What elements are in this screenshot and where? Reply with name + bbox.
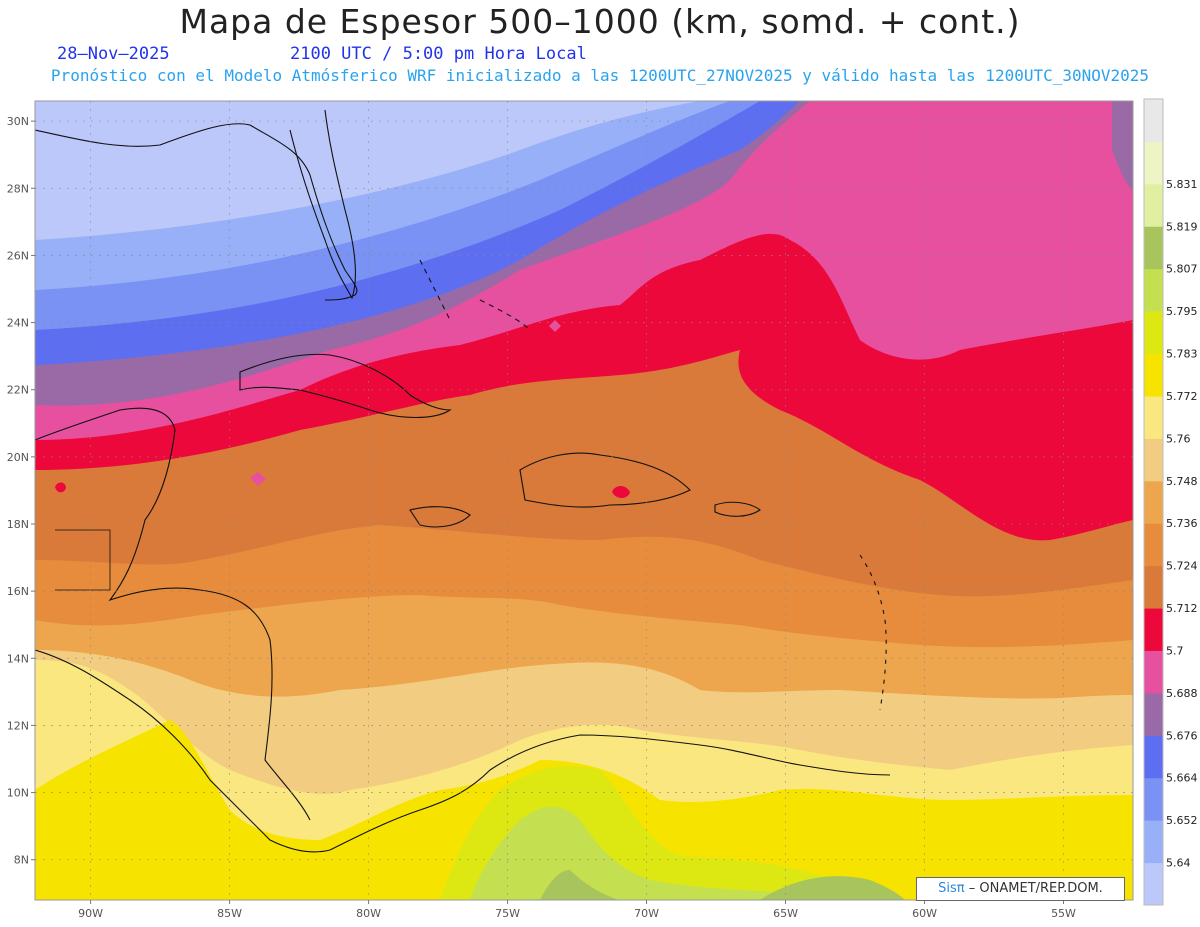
colorbar-label: 5.748 (1166, 475, 1198, 488)
time-label: 2100 UTC / 5:00 pm Hora Local (290, 44, 587, 64)
coast-bahamas (419, 259, 531, 331)
lat-tick-label: 12N (7, 719, 29, 732)
colorbar-swatch (1144, 438, 1163, 482)
colorbar: 5.64 5.652 5.664 5.676 5.688 5.7 5.712 5.724 5.7… (1143, 98, 1198, 906)
colorbar-label: 5.783 (1166, 348, 1198, 361)
lat-tick-label: 26N (7, 249, 29, 262)
colorbar-swatch (1144, 183, 1163, 227)
lon-tick-label: 65W (773, 907, 798, 920)
map-title: Mapa de Espesor 500–1000 (km, somd. + co… (179, 2, 1021, 41)
colorbar-swatch (1144, 820, 1163, 864)
colorbar-label: 5.819 (1166, 220, 1198, 233)
colorbar-swatch (1144, 395, 1163, 439)
colorbar-label: 5.664 (1166, 772, 1198, 785)
lon-tick-label: 55W (1051, 907, 1076, 920)
lat-tick-label: 10N (7, 787, 29, 800)
lon-tick-label: 85W (217, 907, 242, 920)
colorbar-label: 5.76 (1166, 432, 1191, 445)
colorbar-swatch (1144, 735, 1163, 779)
coast-central-america (35, 407, 311, 821)
credit-org: – ONAMET/REP.DOM. (968, 881, 1103, 896)
colorbar-label: 5.831 (1166, 178, 1198, 191)
colorbar-swatch (1144, 608, 1163, 651)
colorbar-label: 5.676 (1166, 729, 1198, 742)
colorbar-swatch (1144, 523, 1163, 567)
colorbar-label: 5.724 (1166, 560, 1198, 573)
colorbar-label: 5.736 (1166, 517, 1198, 530)
colorbar-swatch (1144, 141, 1163, 185)
coast-florida-peninsula (289, 109, 356, 300)
lon-tick-label: 60W (912, 907, 937, 920)
colorbar-swatch (1144, 268, 1163, 312)
credit-box: Sisπ – ONAMET/REP.DOM. (916, 877, 1125, 901)
coastlines (35, 109, 891, 853)
forecast-note: Pronóstico con el Modelo Atmósferico WRF… (50, 66, 1150, 85)
colorbar-swatch (1144, 565, 1163, 609)
lat-tick-label: 16N (7, 585, 29, 598)
lat-tick-label: 20N (7, 451, 29, 464)
coast-hispaniola (519, 452, 691, 508)
lat-lon-grid (35, 101, 1133, 900)
colorbar-label: 5.795 (1166, 305, 1198, 318)
colorbar-label: 5.652 (1166, 814, 1198, 827)
coast-south-america (329, 734, 891, 851)
colorbar-swatch (1144, 311, 1163, 355)
lon-tick-label: 90W (78, 907, 103, 920)
lon-tick-label: 80W (356, 907, 381, 920)
map-frame (34, 100, 1134, 901)
colorbar-swatch (1144, 226, 1163, 270)
border-belize (55, 529, 111, 591)
coast-jamaica (409, 506, 471, 528)
colorbar-swatch (1144, 353, 1163, 397)
colorbar-swatch (1144, 480, 1163, 524)
coast-lesser-antilles (859, 554, 887, 711)
lat-tick-label: 8N (14, 854, 29, 867)
latitude-labels: 8N 10N 12N 14N 16N 18N 20N 22N 24N 26N 28N 30N (7, 115, 35, 867)
coast-florida-gulf (35, 123, 358, 301)
credit-system: Sisπ (938, 881, 965, 896)
colorbar-label: 5.807 (1166, 263, 1198, 276)
lon-tick-label: 70W (634, 907, 659, 920)
colorbar-label: 5.712 (1166, 602, 1198, 615)
lat-tick-label: 24N (7, 317, 29, 330)
lon-tick-label: 75W (495, 907, 520, 920)
colorbar-frame (1143, 98, 1164, 906)
longitude-labels: 90W 85W 80W 75W 70W 65W 60W 55W (78, 900, 1076, 920)
thickness-bands (35, 101, 1133, 900)
colorbar-label: 5.688 (1166, 687, 1198, 700)
colorbar-swatch (1144, 692, 1163, 736)
lat-tick-label: 18N (7, 518, 29, 531)
coast-pacific (35, 649, 331, 853)
lat-tick-label: 14N (7, 652, 29, 665)
colorbar-swatch (1144, 862, 1163, 906)
band-5819 (540, 870, 905, 900)
colorbar-swatch (1144, 650, 1163, 694)
colorbar-swatch (1144, 99, 1163, 142)
lat-tick-label: 30N (7, 115, 29, 128)
lat-tick-label: 28N (7, 182, 29, 195)
lat-tick-label: 22N (7, 384, 29, 397)
colorbar-label: 5.772 (1166, 390, 1198, 403)
colorbar-label: 5.64 (1166, 857, 1191, 870)
coast-puerto-rico (714, 501, 761, 517)
colorbar-label: 5.7 (1166, 644, 1184, 657)
colorbar-swatch (1144, 777, 1163, 821)
date-label: 28–Nov–2025 (57, 44, 170, 64)
